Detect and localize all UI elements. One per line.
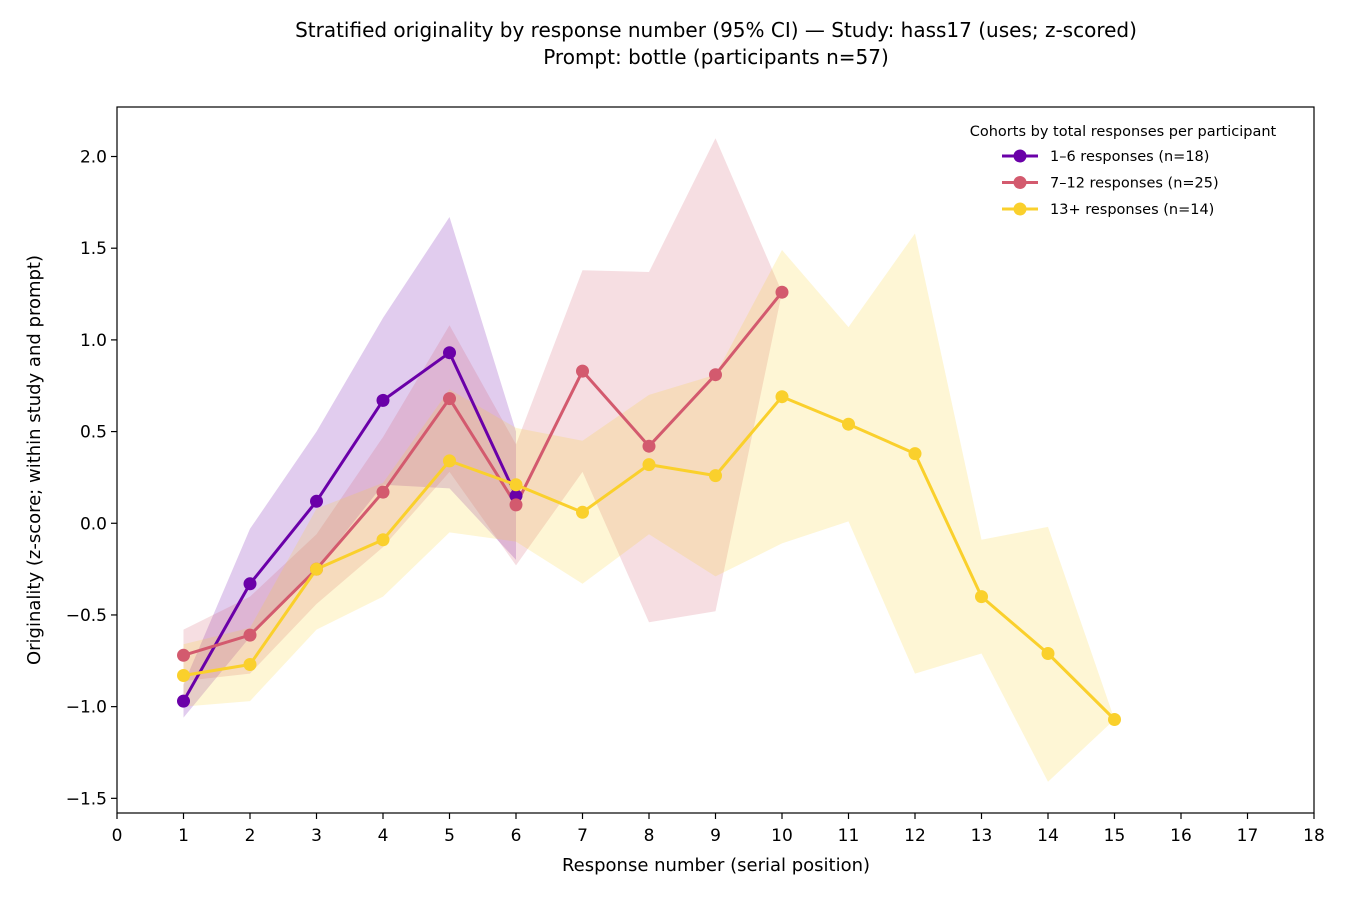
x-tick-label-8: 8 <box>644 826 655 846</box>
legend-marker-2 <box>1013 176 1027 189</box>
point-series-3-x1 <box>177 669 190 682</box>
point-series-3-x15 <box>1108 713 1121 726</box>
y-tick-label-7: 2.0 <box>80 148 107 168</box>
point-series-3-x9 <box>709 469 722 483</box>
point-series-3-x10 <box>775 390 789 404</box>
x-tick-label-6: 6 <box>511 826 522 846</box>
x-tick-label-3: 3 <box>311 826 322 846</box>
point-series-1-x1 <box>177 694 190 708</box>
point-series-2-x5 <box>443 392 456 406</box>
ci-band-series-2 <box>183 138 782 681</box>
legend-label-2: 7–12 responses (n=25) <box>1050 176 1219 192</box>
point-series-3-x14 <box>1041 647 1055 660</box>
point-series-3-x4 <box>376 533 390 547</box>
line-series-2 <box>183 291 784 657</box>
x-tick-label-12: 12 <box>904 826 926 846</box>
legend-marker-3 <box>1013 202 1027 216</box>
point-series-2-x6 <box>509 498 523 512</box>
ci-band-series-1 <box>183 217 516 718</box>
x-tick-label-5: 5 <box>444 826 455 846</box>
point-series-1-x6 <box>509 489 523 503</box>
point-series-2-x2 <box>243 628 257 642</box>
x-tick-label-4: 4 <box>378 826 389 846</box>
legend-marker-1 <box>1013 149 1027 163</box>
y-tick-label-5: 1.0 <box>80 331 107 351</box>
x-tick-label-1: 1 <box>178 826 189 846</box>
legend-items: 1–6 responses (n=18) 7–12 responses (n=25… <box>1002 149 1219 218</box>
x-tick-label-7: 7 <box>577 826 588 846</box>
x-axis-ticks: 0 1 2 3 4 5 6 7 8 9 10 11 12 13 14 15 16 17 18 <box>112 813 1325 846</box>
point-series-1-x2 <box>243 577 257 591</box>
point-series-1-x3 <box>310 494 323 508</box>
x-tick-label-11: 11 <box>838 826 860 846</box>
x-axis-label: Response number (serial position) <box>562 855 870 876</box>
chart-title-line-2: Prompt: bottle (participants n=57) <box>543 45 889 69</box>
point-series-3-x11 <box>842 417 855 431</box>
legend-title: Cohorts by total responses per participa… <box>970 124 1277 140</box>
x-tick-label-14: 14 <box>1037 826 1059 846</box>
point-series-2-x4 <box>376 485 390 499</box>
legend-label-1: 1–6 responses (n=18) <box>1050 149 1209 165</box>
point-series-2-x8 <box>642 439 656 453</box>
series-markers <box>177 285 1121 726</box>
x-tick-label-18: 18 <box>1303 826 1325 846</box>
point-series-3-x8 <box>642 458 656 472</box>
legend-label-3: 13+ responses (n=14) <box>1050 202 1214 218</box>
point-series-3-x2 <box>243 658 257 671</box>
point-series-2-x9 <box>709 368 722 382</box>
y-axis-label: Originality (z-score; within study and p… <box>24 255 45 665</box>
point-series-3-x12 <box>908 447 922 461</box>
x-tick-label-15: 15 <box>1104 826 1126 846</box>
point-series-1-x4 <box>376 393 390 407</box>
chart-title-line-1: Stratified originality by response numbe… <box>295 18 1137 42</box>
y-tick-label-2: −0.5 <box>66 606 107 626</box>
x-tick-label-10: 10 <box>771 826 793 846</box>
y-tick-label-4: 0.5 <box>80 423 107 443</box>
ci-band-series-3 <box>183 233 1115 782</box>
ci-bands <box>183 138 1115 782</box>
x-tick-label-0: 0 <box>112 826 123 846</box>
y-tick-label-6: 1.5 <box>80 239 107 259</box>
y-axis-ticks: −1.5 −1.0 −0.5 0.0 0.5 1.0 1.5 2.0 <box>66 148 117 809</box>
y-tick-label-1: −1.0 <box>66 698 107 718</box>
point-series-3-x3 <box>310 562 323 576</box>
y-tick-label-0: −1.5 <box>66 789 107 809</box>
x-tick-label-17: 17 <box>1237 826 1259 846</box>
point-series-3-x7 <box>576 505 589 519</box>
point-series-3-x13 <box>975 590 988 604</box>
legend: Cohorts by total responses per participa… <box>970 124 1277 218</box>
point-series-3-x5 <box>443 454 456 468</box>
point-series-3-x6 <box>509 478 523 492</box>
point-series-2-x1 <box>177 648 190 662</box>
point-series-2-x10 <box>775 285 789 299</box>
point-series-2-x7 <box>576 364 589 378</box>
point-series-1-x5 <box>443 346 456 360</box>
x-tick-label-13: 13 <box>971 826 993 846</box>
y-tick-label-3: 0.0 <box>80 514 107 534</box>
x-tick-label-9: 9 <box>710 826 721 846</box>
x-tick-label-2: 2 <box>245 826 256 846</box>
x-tick-label-16: 16 <box>1170 826 1192 846</box>
line-series-1 <box>182 351 518 702</box>
